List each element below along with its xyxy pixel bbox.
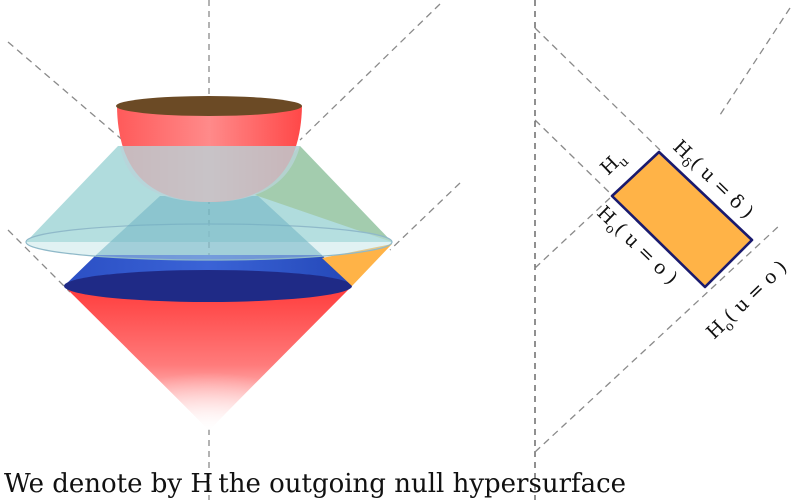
- left-diagram: [7, 0, 461, 500]
- top-red-cap-shade: [120, 146, 300, 202]
- caption-text: We denote by H the outgoing null hypersu…: [4, 469, 627, 499]
- causal-rectangle: [610, 150, 754, 289]
- label-h-u: Hu: [596, 146, 632, 182]
- left-null-line-lower-right: [389, 182, 461, 251]
- left-null-line-upper-left: [7, 41, 161, 173]
- right-null-line-mid-left: [534, 119, 613, 196]
- right-diagram: Hu Hδ( u = δ ) Ho( u = o ) Ho( u = o ): [534, 0, 792, 500]
- left-null-line-upper-right: [299, 3, 441, 141]
- cyan-inner-wedge: [96, 196, 322, 255]
- left-null-line-lower-left: [7, 229, 71, 293]
- right-null-line-bottom: [534, 224, 781, 453]
- top-cap-lid: [116, 96, 302, 116]
- right-null-line-top: [534, 27, 661, 151]
- right-null-line-lower-left: [534, 197, 611, 269]
- lower-red-cone-glow: [64, 286, 352, 430]
- right-null-line-upper-right: [717, 7, 791, 119]
- blue-band-bottom-ellipse: [64, 270, 352, 302]
- green-cone-side: [255, 146, 392, 242]
